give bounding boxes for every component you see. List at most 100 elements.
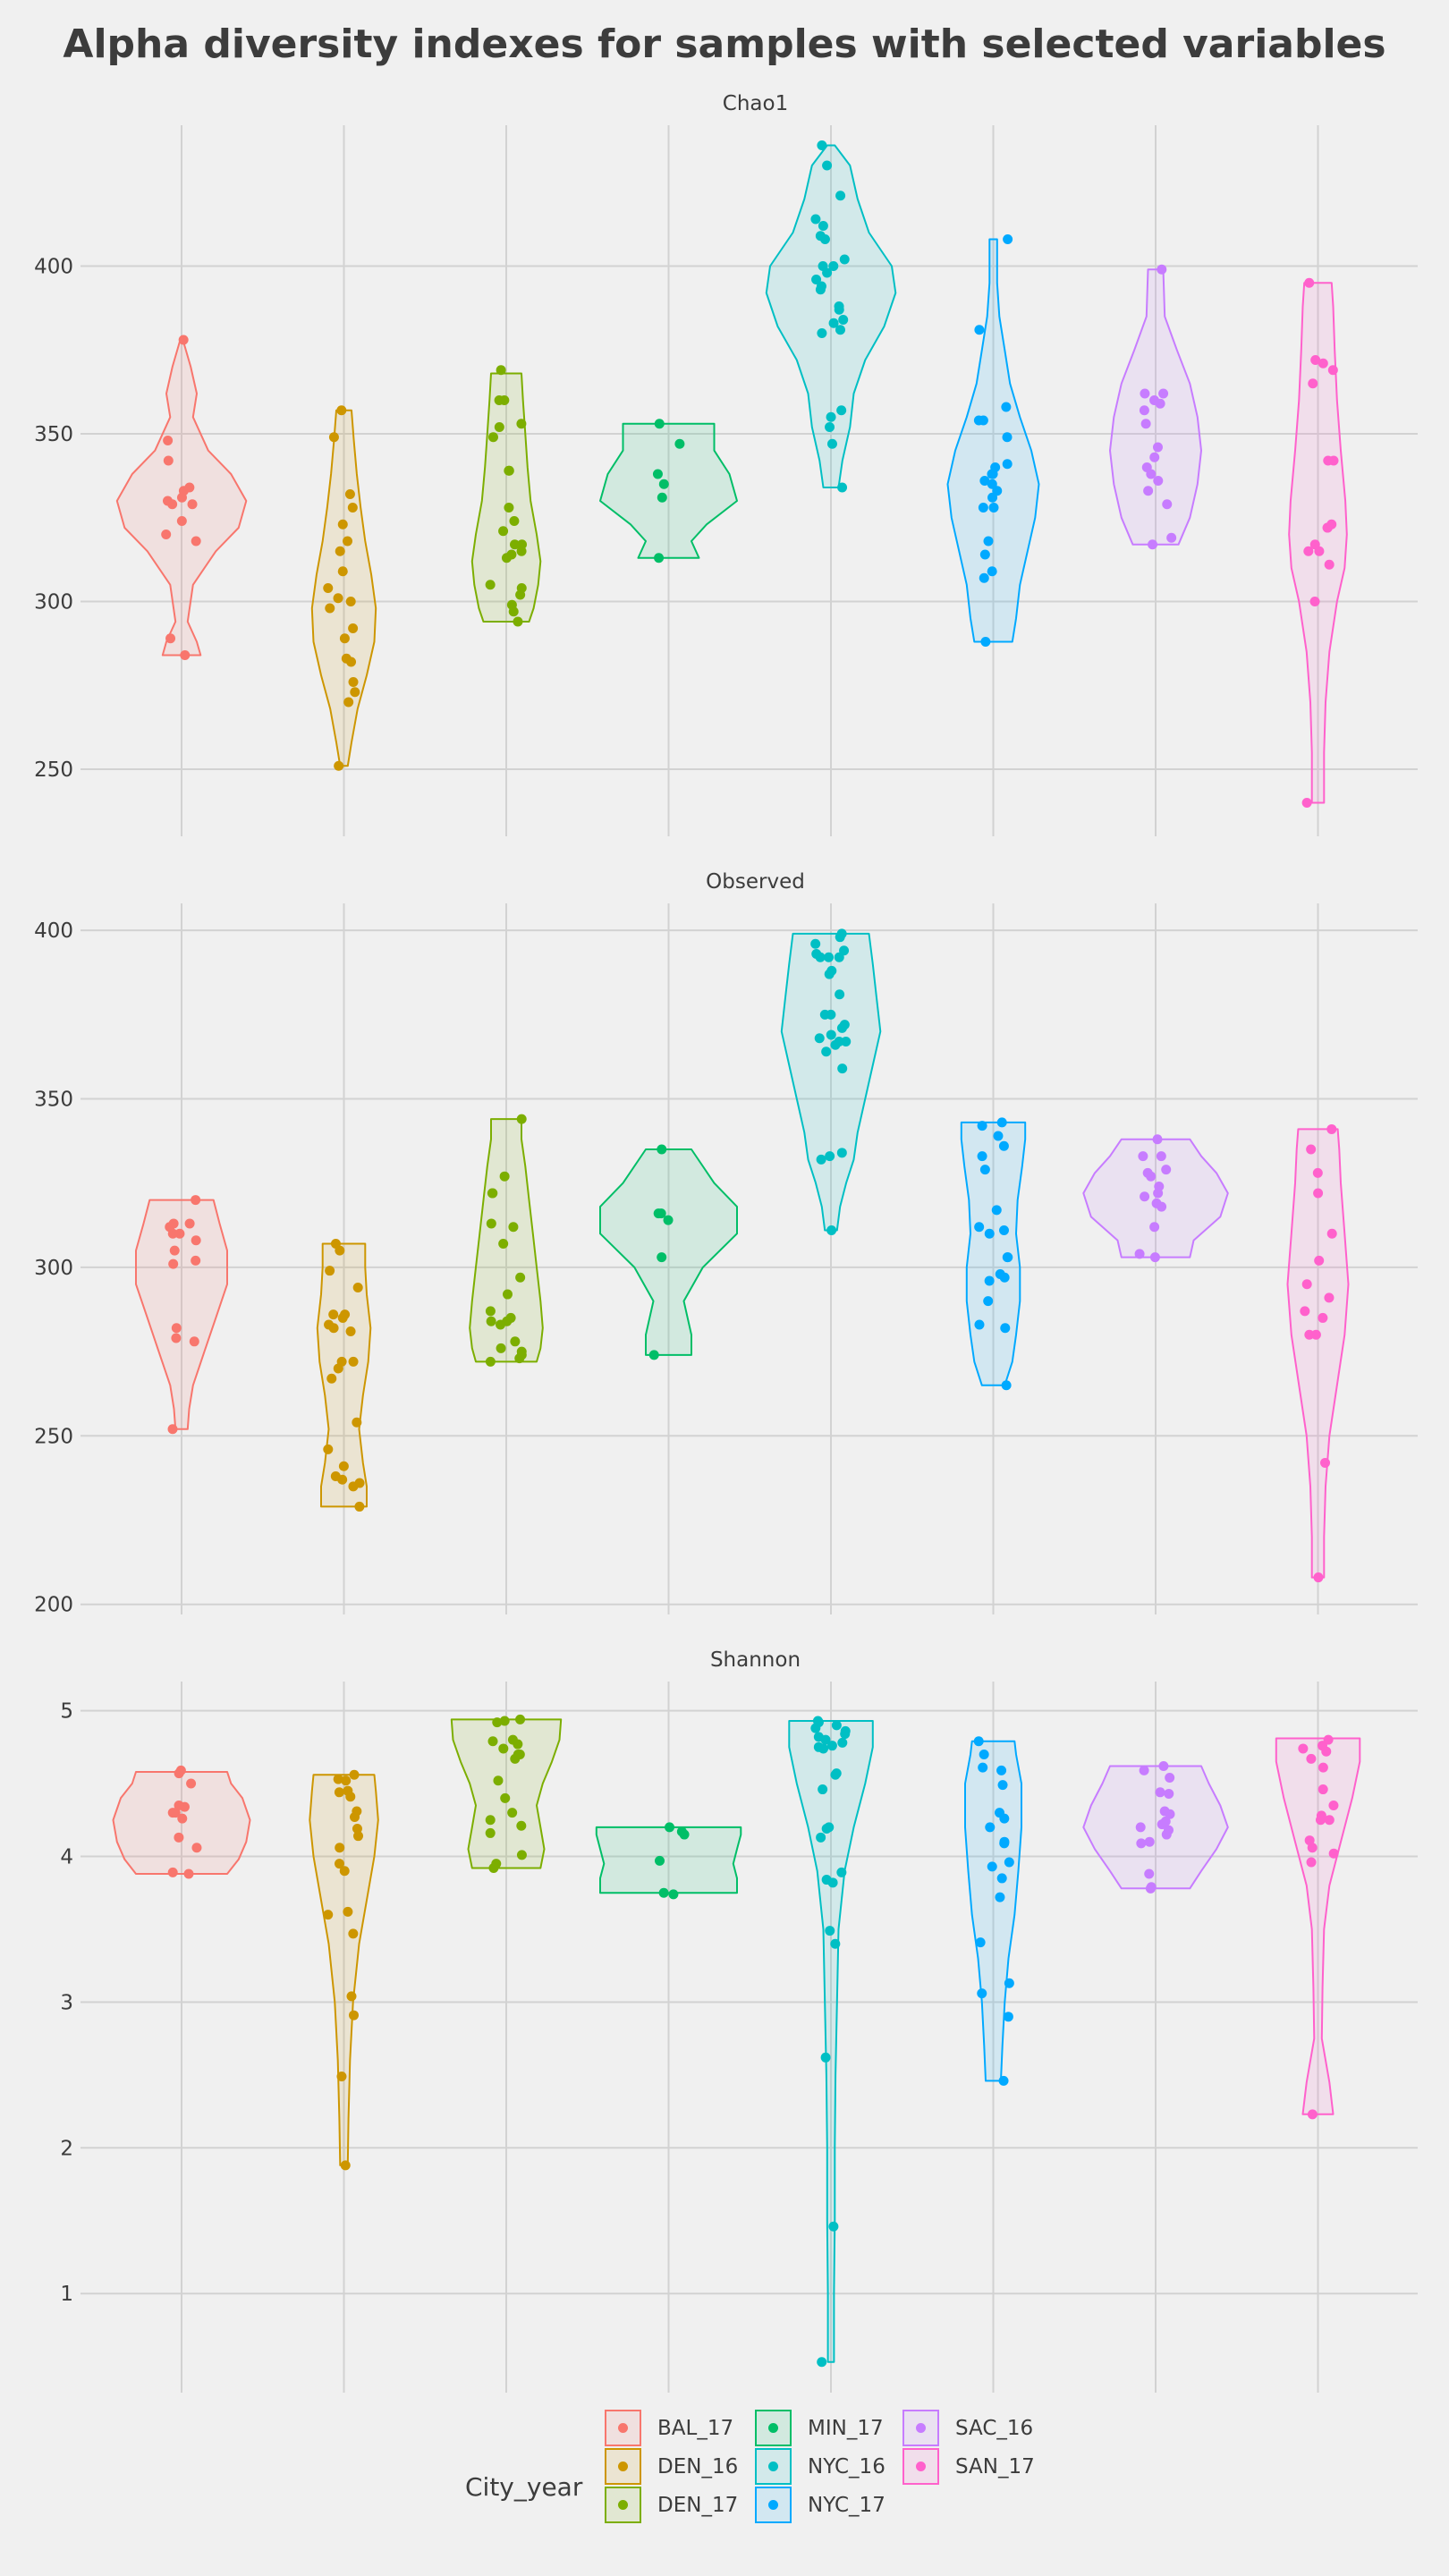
point-den-16 [335,546,345,556]
point-nyc-17 [980,637,991,647]
point-den-17 [502,1289,513,1300]
point-min-17 [658,479,669,489]
point-den-16 [348,1356,359,1367]
point-nyc-16 [840,1725,851,1736]
point-den-16 [341,1775,352,1786]
point-bal-17 [171,1333,182,1343]
point-san-17 [1306,1857,1317,1868]
point-nyc-17 [1004,1857,1014,1868]
point-nyc-16 [811,949,822,960]
point-san-17 [1312,1167,1323,1178]
point-bal-17 [189,1336,199,1347]
point-den-16 [340,2160,351,2171]
point-nyc-16 [836,1867,847,1877]
violin-nyc-16 [765,144,897,488]
point-sac-16 [1157,264,1167,275]
point-nyc-16 [831,1720,842,1731]
legend-entry-sac-16: SAC_16 [902,2410,1033,2446]
point-nyc-17 [979,572,989,583]
legend-label: NYC_16 [808,2455,886,2479]
point-nyc-16 [816,1832,826,1843]
point-nyc-17 [979,1165,990,1175]
point-sac-16 [1158,388,1169,399]
violin-sac-16 [1109,268,1202,546]
point-sac-16 [1134,1249,1145,1259]
point-nyc-16 [836,928,847,939]
point-bal-17 [191,1195,201,1206]
point-nyc-17 [1003,234,1013,244]
point-den-17 [507,1808,518,1818]
point-nyc-17 [975,1937,986,1948]
point-min-17 [676,1826,687,1837]
point-den-16 [344,489,355,499]
chart-title: Alpha diversity indexes for samples with… [63,21,1386,67]
violin-min-17 [599,1148,738,1356]
point-bal-17 [171,1323,182,1334]
legend-title: City_year [465,2472,583,2502]
point-bal-17 [180,650,191,660]
point-nyc-17 [983,536,994,547]
point-min-17 [657,492,667,503]
point-san-17 [1318,1312,1328,1323]
point-san-17 [1303,546,1314,556]
point-bal-17 [167,1867,178,1877]
point-sac-16 [1163,1825,1174,1835]
point-nyc-17 [973,415,984,426]
point-den-17 [516,583,527,593]
point-nyc-16 [835,191,846,201]
point-sac-16 [1162,499,1173,510]
point-nyc-16 [826,438,837,449]
point-nyc-16 [810,938,821,949]
point-nyc-16 [813,1741,824,1752]
point-san-17 [1318,358,1328,369]
point-den-17 [513,1749,523,1759]
point-san-17 [1324,1292,1335,1303]
point-nyc-16 [828,2221,839,2232]
point-nyc-16 [836,1148,847,1158]
point-nyc-16 [821,1875,832,1885]
y-tick-label: 2 [60,2137,73,2160]
point-nyc-17 [987,1861,997,1872]
point-den-16 [343,697,354,708]
point-den-16 [346,1991,357,2002]
point-den-16 [330,1471,341,1482]
panel-title: Shannon [710,1648,801,1672]
point-sac-16 [1152,1134,1163,1145]
point-nyc-16 [830,1938,841,1949]
point-nyc-17 [1001,1380,1012,1391]
point-sac-16 [1158,1760,1169,1771]
point-den-16 [353,1831,364,1842]
point-nyc-17 [998,1140,1009,1151]
point-bal-17 [187,499,198,510]
legend-entry-bal-17: BAL_17 [605,2410,733,2446]
point-den-17 [509,539,520,550]
point-bal-17 [165,633,176,644]
y-tick-label: 200 [34,1594,73,1617]
point-san-17 [1327,365,1338,376]
point-san-17 [1304,1329,1315,1340]
point-den-17 [485,1827,496,1838]
point-san-17 [1328,1800,1339,1810]
point-den-16 [347,503,358,513]
point-den-16 [325,603,335,614]
point-nyc-16 [828,318,839,328]
violin-nyc-17 [946,238,1040,643]
point-den-16 [348,1928,359,1939]
point-nyc-16 [834,1036,844,1046]
point-san-17 [1310,1329,1321,1340]
point-den-16 [350,687,360,698]
point-nyc-16 [826,1030,836,1040]
point-sac-16 [1138,1151,1148,1162]
point-nyc-16 [815,231,826,242]
point-den-16 [345,1326,356,1337]
point-nyc-17 [1003,2012,1013,2022]
point-den-16 [348,2010,359,2021]
point-den-17 [504,503,514,513]
point-nyc-16 [826,1741,837,1751]
point-nyc-16 [825,1926,835,1936]
point-san-17 [1324,559,1335,570]
point-den-17 [509,516,520,526]
point-den-16 [323,1910,334,1920]
point-den-17 [485,580,496,590]
violin-san-17 [1275,1737,1361,2115]
